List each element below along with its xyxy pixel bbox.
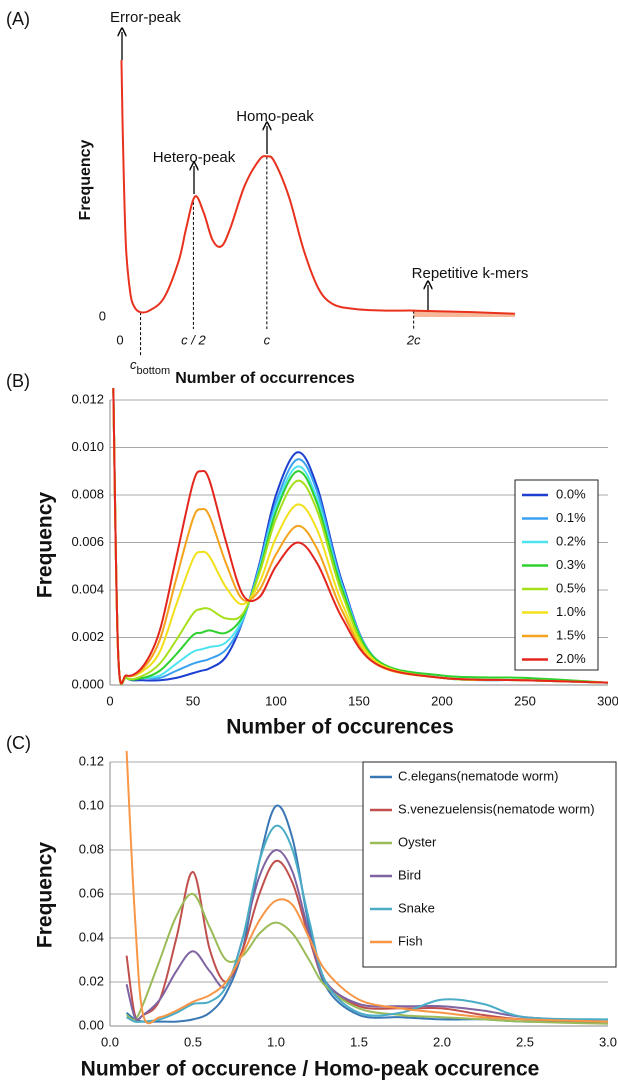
y-tick-label: 0.006 bbox=[71, 534, 104, 549]
x-tick-label: c bbox=[264, 332, 271, 347]
x-tick-label: 150 bbox=[348, 693, 370, 708]
y-tick-label: 0.012 bbox=[71, 391, 104, 406]
annotation: Homo-peak bbox=[236, 108, 314, 125]
y-tick-label: 0.002 bbox=[71, 629, 104, 644]
x-tick-label: 0.0 bbox=[101, 1034, 119, 1049]
x-tick-label: 3.0 bbox=[599, 1034, 617, 1049]
legend-label: 0.3% bbox=[556, 557, 586, 572]
y-tick-label: 0.00 bbox=[79, 1017, 104, 1032]
x-tick-label: 100 bbox=[265, 693, 287, 708]
x-tick-label: 2.0 bbox=[433, 1034, 451, 1049]
x-tick-label: 300 bbox=[597, 693, 618, 708]
x-axis-title: Number of occurences bbox=[226, 716, 454, 739]
data-line bbox=[120, 60, 516, 315]
y-tick-label: 0.000 bbox=[71, 676, 104, 691]
panel-label: (C) bbox=[6, 733, 31, 753]
panel-label: (B) bbox=[6, 371, 30, 391]
annotation: Error-peak bbox=[110, 9, 181, 26]
legend-label: 1.5% bbox=[556, 627, 586, 642]
y-axis-title: Frequency bbox=[34, 842, 57, 949]
legend-label: Snake bbox=[398, 900, 435, 915]
y-tick-label: 0 bbox=[99, 308, 106, 323]
legend-label: 0.1% bbox=[556, 510, 586, 525]
x-tick-label: 0 bbox=[106, 693, 113, 708]
legend-label: Fish bbox=[398, 933, 423, 948]
x-tick-label: 1.0 bbox=[267, 1034, 285, 1049]
x-marker-symbol: c bbox=[130, 357, 137, 372]
legend-label: Oyster bbox=[398, 834, 437, 849]
x-tick-label: 0.5 bbox=[184, 1034, 202, 1049]
data-line bbox=[112, 388, 609, 685]
panel-label: (A) bbox=[6, 9, 30, 29]
data-line bbox=[125, 859, 609, 1023]
y-axis-title: Frequency bbox=[77, 139, 94, 220]
x-marker-label: cbottom bbox=[130, 357, 170, 376]
x-tick-label: 250 bbox=[514, 693, 536, 708]
x-tick-label: 2.5 bbox=[516, 1034, 534, 1049]
x-tick-label: c / 2 bbox=[181, 332, 206, 347]
x-marker-subscript: bottom bbox=[137, 365, 171, 377]
y-tick-label: 0.08 bbox=[79, 841, 104, 856]
legend-label: S.venezuelensis(nematode worm) bbox=[398, 801, 595, 816]
data-line bbox=[126, 892, 609, 1025]
x-tick-label: 2c bbox=[406, 332, 421, 347]
x-tick-label: 50 bbox=[186, 693, 200, 708]
x-tick-label: 1.5 bbox=[350, 1034, 368, 1049]
legend-label: 0.2% bbox=[556, 533, 586, 548]
annotation: Repetitive k-mers bbox=[412, 265, 529, 282]
legend-label: 1.0% bbox=[556, 604, 586, 619]
legend-box bbox=[362, 761, 617, 968]
legend-label: 2.0% bbox=[556, 651, 586, 666]
y-tick-label: 0.06 bbox=[79, 885, 104, 900]
annotation: Hetero-peak bbox=[153, 149, 236, 166]
legend-box bbox=[514, 479, 599, 671]
legend-label: 0.5% bbox=[556, 580, 586, 595]
plot-lines bbox=[120, 60, 516, 315]
x-axis-title: Number of occurrences bbox=[175, 370, 355, 387]
legend-label: C.elegans(nematode worm) bbox=[398, 768, 558, 783]
plot-lines bbox=[112, 388, 609, 685]
x-tick-label: 0 bbox=[116, 332, 123, 347]
y-axis-title: Frequency bbox=[34, 492, 57, 599]
x-axis-title: Number of occurence / Homo-peak occurenc… bbox=[81, 1058, 540, 1081]
y-tick-label: 0.04 bbox=[79, 929, 104, 944]
data-line bbox=[125, 804, 609, 1023]
y-tick-label: 0.02 bbox=[79, 973, 104, 988]
plot-lines bbox=[125, 750, 609, 1025]
legend-label: Bird bbox=[398, 867, 421, 882]
data-line bbox=[125, 750, 609, 1025]
data-line bbox=[126, 824, 609, 1024]
x-tick-label: 200 bbox=[431, 693, 453, 708]
y-tick-label: 0.008 bbox=[71, 486, 104, 501]
y-tick-label: 0.10 bbox=[79, 797, 104, 812]
y-tick-label: 0.12 bbox=[79, 753, 104, 768]
y-tick-label: 0.004 bbox=[71, 581, 104, 596]
data-line bbox=[125, 849, 609, 1023]
legend-label: 0.0% bbox=[556, 486, 586, 501]
y-tick-label: 0.010 bbox=[71, 439, 104, 454]
